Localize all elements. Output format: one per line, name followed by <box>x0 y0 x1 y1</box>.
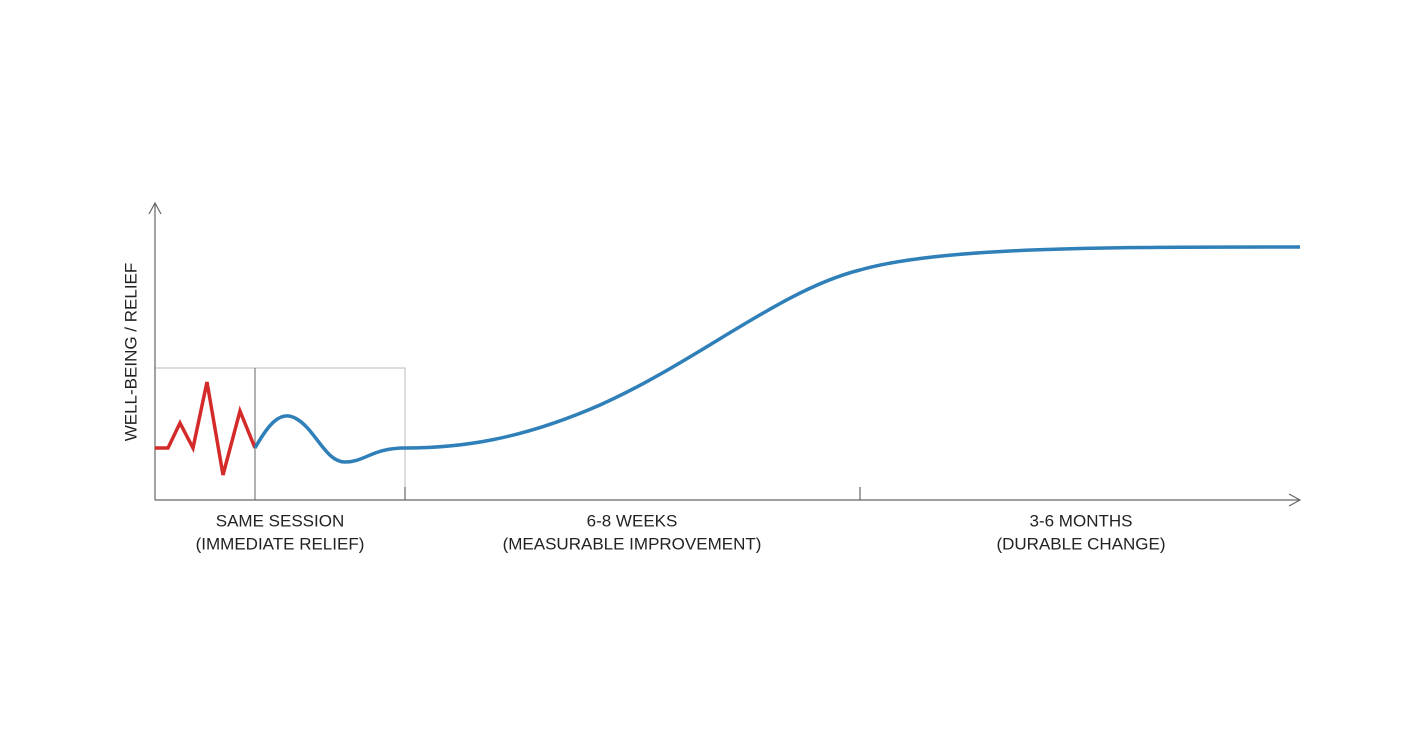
y-axis-arrow <box>148 201 162 215</box>
phase-subtitle: (MEASURABLE IMPROVEMENT) <box>503 534 762 553</box>
phase-title: 6-8 WEEKS <box>587 511 678 530</box>
acute-curve <box>155 381 257 476</box>
phase-title: SAME SESSION <box>216 511 344 530</box>
y-axis-label: WELL-BEING / RELIEF <box>121 263 140 442</box>
session-box <box>154 367 406 501</box>
phase-subtitle: (DURABLE CHANGE) <box>996 534 1165 553</box>
recovery-curve <box>253 245 1301 464</box>
phase-subtitle: (IMMEDIATE RELIEF) <box>196 534 365 553</box>
phase-title: 3-6 MONTHS <box>1030 511 1133 530</box>
x-axis-arrow <box>1288 493 1302 507</box>
